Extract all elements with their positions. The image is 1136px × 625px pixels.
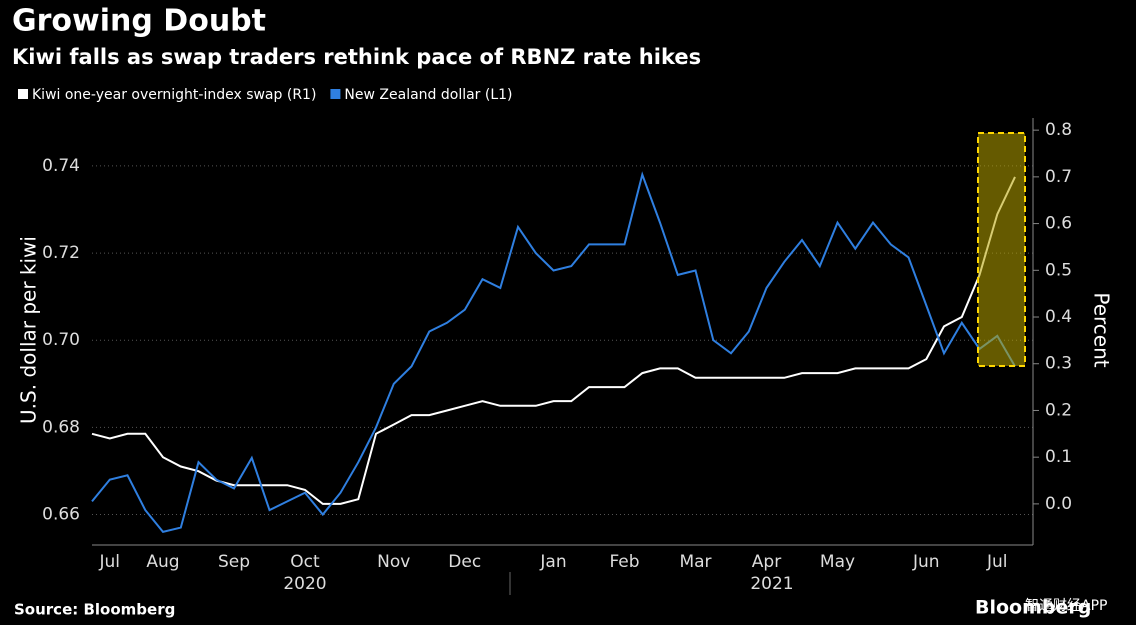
year-label: 2021	[750, 574, 793, 594]
legend-label: Kiwi one-year overnight-index swap (R1)	[32, 87, 316, 103]
series-line	[91, 176, 1016, 505]
x-tick-label: Jul	[986, 552, 1008, 572]
y2-tick-label: 0.8	[1045, 120, 1072, 140]
y2-tick-label: 0.6	[1045, 214, 1072, 234]
chart-subtitle: Kiwi falls as swap traders rethink pace …	[12, 45, 701, 69]
y2-tick-label: 0.1	[1045, 447, 1072, 467]
y2-tick-label: 0.4	[1045, 307, 1072, 327]
x-tick-label: Apr	[752, 552, 781, 572]
x-tick-label: Dec	[448, 552, 481, 572]
x-tick-label: Nov	[377, 552, 410, 572]
x-tick-label: Jan	[539, 552, 566, 572]
y2-axis-label: Percent	[1090, 292, 1114, 367]
y2-tick-label: 0.3	[1045, 354, 1072, 374]
year-label: 2020	[283, 574, 326, 594]
brand: Bloomberg	[975, 597, 1091, 619]
x-tick-label: Jul	[98, 552, 120, 572]
y-tick-label: 0.72	[42, 243, 80, 263]
x-tick-label: Mar	[679, 552, 711, 572]
y-tick-label: 0.74	[42, 156, 80, 176]
x-tick-label: Oct	[290, 552, 320, 572]
x-tick-label: Sep	[218, 552, 250, 572]
x-tick-label: Feb	[609, 552, 639, 572]
y2-tick-label: 0.0	[1045, 494, 1072, 514]
legend-swatch	[18, 89, 28, 99]
y2-tick-label: 0.7	[1045, 167, 1072, 187]
watermark: 智通财经APP	[1025, 598, 1107, 614]
x-tick-label: Aug	[146, 552, 179, 572]
y2-tick-label: 0.5	[1045, 260, 1072, 280]
highlight-box	[977, 132, 1026, 367]
legend-label: New Zealand dollar (L1)	[344, 87, 512, 103]
chart-title: Growing Doubt	[12, 4, 266, 39]
x-tick-label: May	[820, 552, 855, 572]
y2-tick-label: 0.2	[1045, 400, 1072, 420]
y-tick-label: 0.68	[42, 417, 80, 437]
y-tick-label: 0.70	[42, 330, 80, 350]
source: Source: Bloomberg	[14, 601, 175, 619]
x-tick-label: Jun	[912, 552, 940, 572]
y-axis-label: U.S. dollar per kiwi	[17, 236, 41, 424]
series-line	[91, 171, 1016, 534]
y-tick-label: 0.66	[42, 505, 80, 525]
legend-swatch	[330, 89, 341, 99]
